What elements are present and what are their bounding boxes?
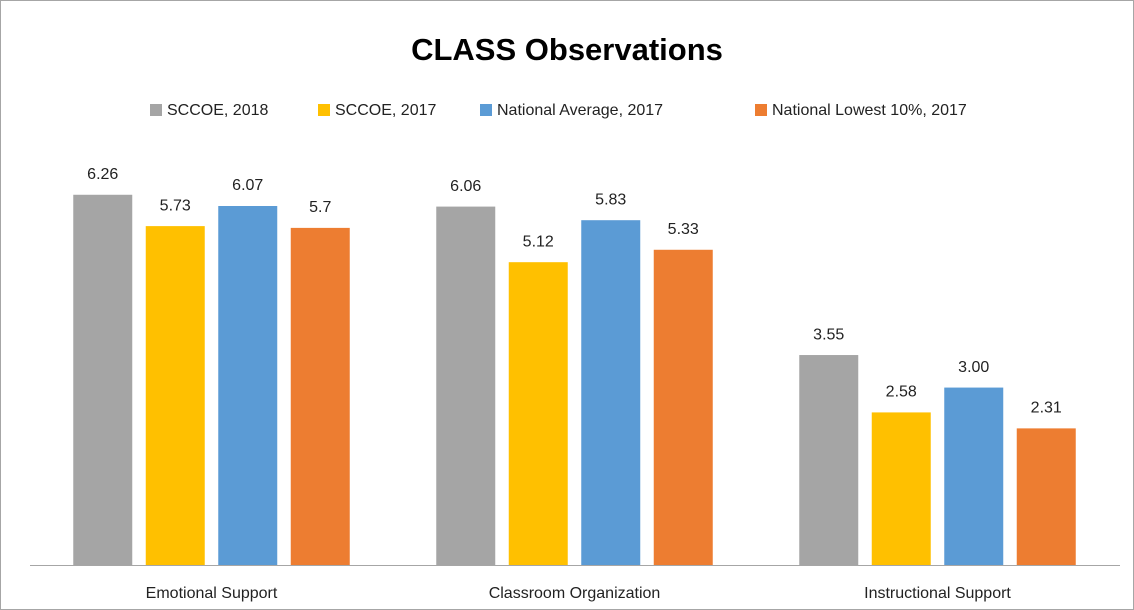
x-tick-label: Emotional Support [146,585,278,602]
data-label: 5.33 [668,221,699,238]
bar [1016,428,1076,565]
data-label: 5.12 [523,233,554,250]
data-label: 6.06 [450,178,481,195]
bar [436,206,496,565]
legend-swatch [755,104,767,116]
data-label: 6.26 [87,166,118,183]
legend-swatch [150,104,162,116]
x-tick-label: Classroom Organization [489,585,661,602]
bar [145,226,205,565]
data-label: 5.7 [309,199,331,216]
data-label: 5.73 [160,197,191,214]
chart-title: CLASS Observations [411,32,723,67]
bar [73,194,133,565]
legend-label: SCCOE, 2018 [167,102,268,119]
data-label: 6.07 [232,177,263,194]
data-label: 3.00 [958,359,989,376]
bar [944,387,1004,565]
bar [871,412,931,565]
legend-swatch [480,104,492,116]
bar [581,220,641,565]
bar [799,355,859,565]
data-label: 5.83 [595,191,626,208]
bar [508,262,568,565]
x-tick-label: Instructional Support [864,585,1011,602]
data-label: 2.58 [886,384,917,401]
bar [653,249,713,566]
legend-label: SCCOE, 2017 [335,102,436,119]
legend-swatch [318,104,330,116]
bar [290,227,350,565]
legend-label: National Lowest 10%, 2017 [772,102,967,119]
legend-label: National Average, 2017 [497,102,663,119]
data-label: 2.31 [1031,400,1062,417]
data-label: 3.55 [813,326,844,343]
bar [218,206,278,565]
